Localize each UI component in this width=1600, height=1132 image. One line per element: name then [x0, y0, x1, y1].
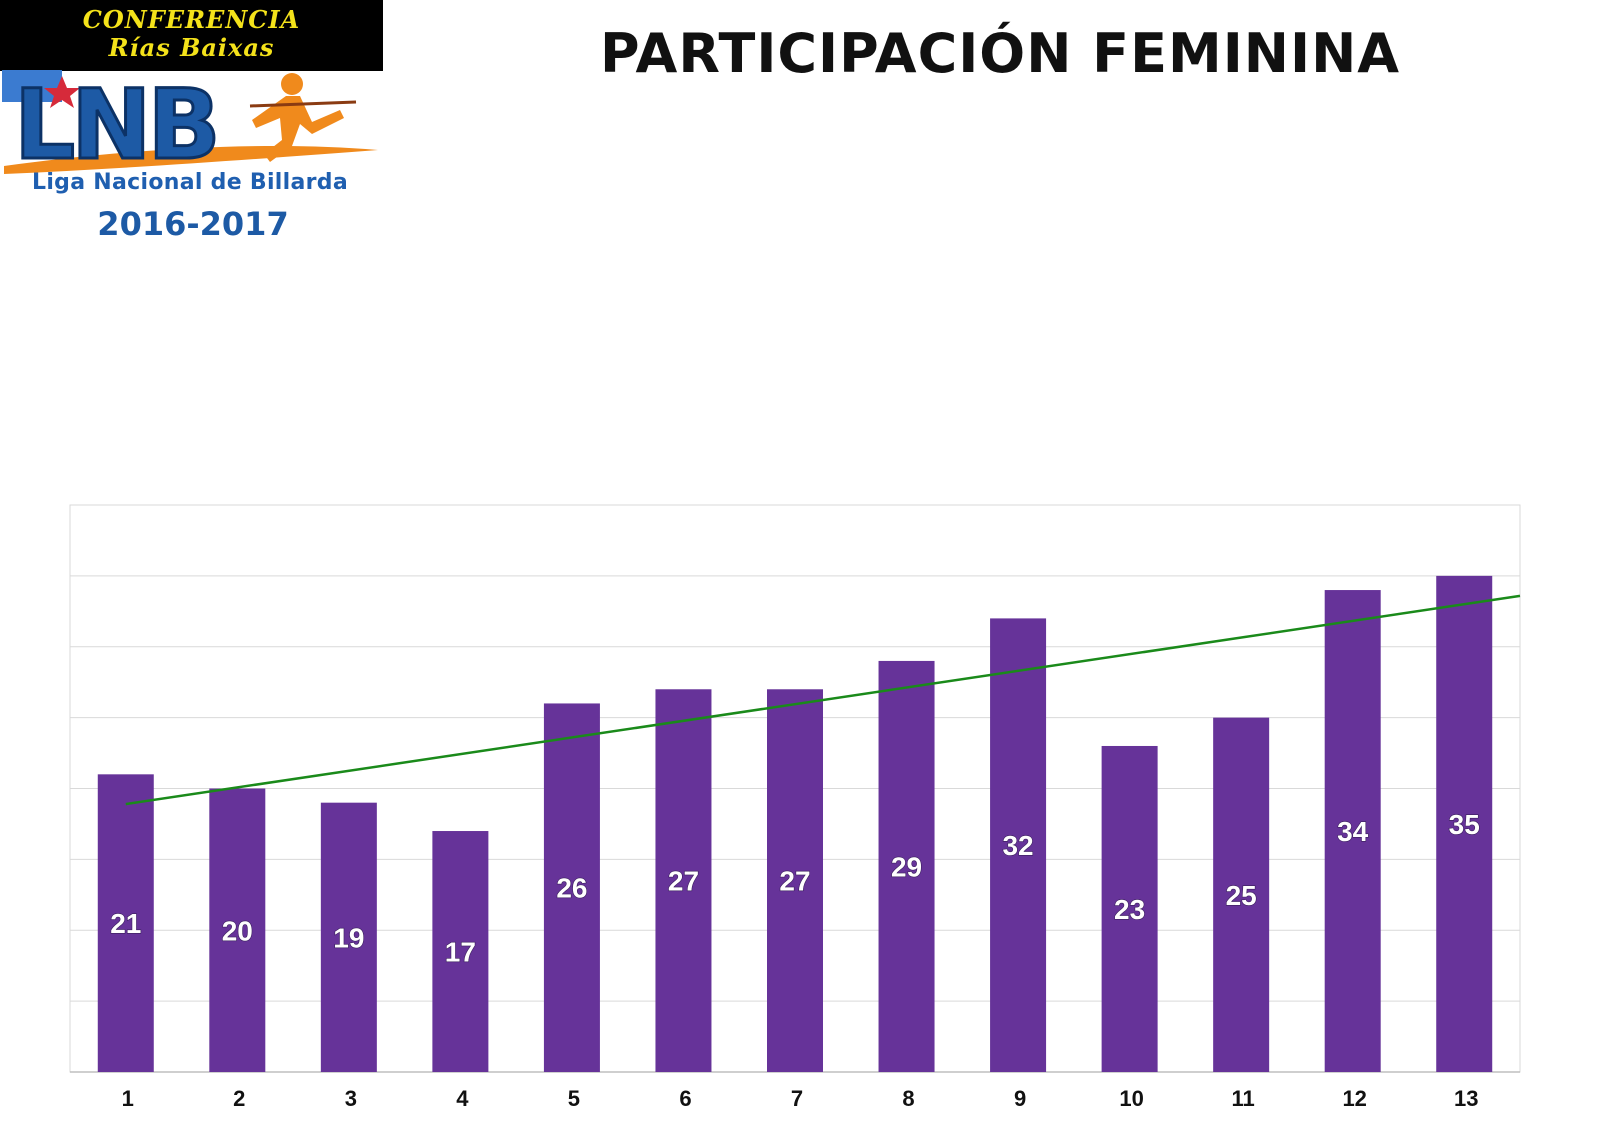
x-tick-label: 9 [1014, 1086, 1026, 1111]
x-tick-label: 10 [1119, 1086, 1143, 1111]
logo-season: 2016-2017 [97, 205, 289, 243]
bar-2 [209, 788, 266, 1072]
bar-3 [320, 802, 377, 1072]
bar-value-label: 25 [1226, 880, 1257, 911]
x-tick-label: 11 [1232, 1086, 1255, 1111]
trendline [125, 594, 1521, 806]
bar-11 [1213, 717, 1270, 1072]
bars [97, 575, 1493, 1072]
bar-value-label: 20 [222, 915, 253, 946]
bar-8 [878, 660, 935, 1072]
x-tick-label: 6 [679, 1086, 691, 1111]
bar-4 [432, 831, 489, 1072]
x-tick-label: 1 [122, 1086, 134, 1111]
bar-labels: 21 20 19 17 26 27 27 29 32 23 25 34 35 [110, 808, 1481, 968]
bar-value-label: 19 [333, 922, 364, 953]
bar-value-label: 17 [445, 937, 476, 968]
athlete-icon [249, 73, 357, 162]
x-tick-label: 3 [345, 1086, 357, 1111]
bar-12 [1324, 590, 1381, 1072]
bar-value-label: 26 [556, 873, 587, 904]
bar-value-label: 34 [1337, 816, 1369, 847]
bar-value-label: 32 [1002, 830, 1033, 861]
x-tick-label: 5 [568, 1086, 580, 1111]
bar-value-label: 27 [668, 866, 699, 897]
bar-value-label: 29 [891, 851, 922, 882]
logo-subtitle: Liga Nacional de Billarda [32, 170, 348, 195]
logo-flag [2, 70, 62, 102]
x-tick-label: 7 [791, 1086, 803, 1111]
lnb-logo: CONFERENCIA Rías Baixas LNB Liga Naciona… [0, 0, 384, 250]
bar-value-label: 35 [1449, 809, 1480, 840]
bar-5 [543, 703, 600, 1072]
logo-swoosh [4, 145, 378, 174]
bar-10 [1101, 745, 1158, 1072]
bar-9 [990, 618, 1047, 1072]
page-title: PARTICIPACIÓN FEMININA [599, 22, 1401, 85]
x-tick-label: 8 [902, 1086, 914, 1111]
bar-value-label: 27 [779, 866, 810, 897]
x-tick-label: 2 [233, 1086, 245, 1111]
star-icon [44, 76, 80, 108]
logo-emblem: LNB [2, 70, 378, 183]
bar-6 [655, 689, 712, 1072]
banner-line-1: CONFERENCIA [82, 5, 301, 34]
bar-1 [97, 774, 154, 1072]
banner-line-2: Rías Baixas [108, 33, 275, 62]
x-tick-label: 4 [456, 1086, 469, 1111]
logo-mark: LNB [14, 70, 217, 181]
x-axis-ticks: 1 2 3 4 5 6 7 8 9 10 11 12 13 [122, 1086, 1479, 1111]
trendline-group [125, 594, 1521, 806]
bar-13 [1436, 575, 1493, 1072]
bar-value-label: 23 [1114, 894, 1145, 925]
x-tick-label: 13 [1454, 1086, 1478, 1111]
logo-banner: CONFERENCIA Rías Baixas [0, 0, 383, 71]
bar-value-label: 21 [110, 908, 141, 939]
x-tick-label: 12 [1342, 1086, 1366, 1111]
bar-7 [767, 689, 823, 1072]
